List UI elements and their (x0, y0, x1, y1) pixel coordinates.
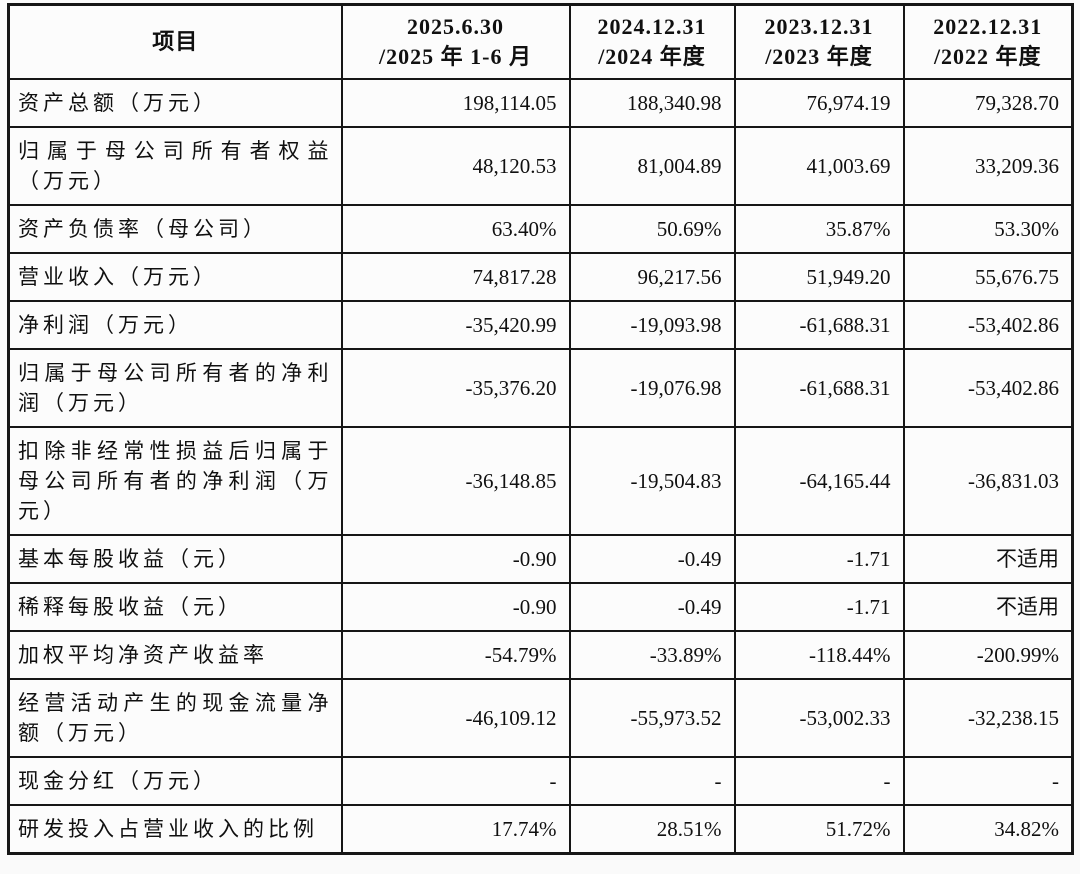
header-item-label: 项目 (152, 29, 199, 54)
cell-value: 33,209.36 (902, 126, 1074, 206)
row-label: 资产负债率（母公司） (7, 204, 343, 254)
table-row-debt-ratio: 资产负债率（母公司） 63.40% 50.69% 35.87% 53.30% (7, 204, 1074, 254)
cell-value: -19,093.98 (568, 300, 736, 350)
cell-value: -118.44% (733, 630, 905, 680)
table-row-parent-equity: 归属于母公司所有者权益（万元） 48,120.53 81,004.89 41,0… (7, 126, 1074, 206)
row-label: 净利润（万元） (7, 300, 343, 350)
cell-value: 不适用 (902, 534, 1074, 584)
cell-value: 79,328.70 (902, 78, 1074, 128)
period-span: /2022 年度 (933, 44, 1042, 69)
table-row-operating-cash-flow: 经营活动产生的现金流量净额（万元） -46,109.12 -55,973.52 … (7, 678, 1074, 758)
cell-value: 不适用 (902, 582, 1074, 632)
period-span: /2023 年度 (765, 44, 873, 69)
table-row-rd-ratio: 研发投入占营业收入的比例 17.74% 28.51% 51.72% 34.82% (7, 804, 1074, 855)
row-label: 扣除非经常性损益后归属于母公司所有者的净利润（万元） (7, 426, 343, 536)
cell-value: 55,676.75 (902, 252, 1074, 302)
table-row-basic-eps: 基本每股收益（元） -0.90 -0.49 -1.71 不适用 (7, 534, 1074, 584)
cell-value: -19,076.98 (568, 348, 736, 428)
cell-value: 50.69% (568, 204, 736, 254)
cell-value: -33.89% (568, 630, 736, 680)
cell-value: 34.82% (902, 804, 1074, 855)
cell-value: -19,504.83 (568, 426, 736, 536)
cell-value: -53,002.33 (733, 678, 905, 758)
cell-value: -0.90 (340, 582, 571, 632)
cell-value: - (340, 756, 571, 806)
cell-value: -64,165.44 (733, 426, 905, 536)
cell-value: -61,688.31 (733, 300, 905, 350)
row-label: 归属于母公司所有者权益（万元） (7, 126, 343, 206)
cell-value: -36,148.85 (340, 426, 571, 536)
cell-value: -55,973.52 (568, 678, 736, 758)
cell-value: -1.71 (733, 582, 905, 632)
header-row: 项目 2025.6.30 /2025 年 1-6 月 2024.12.31 /2… (7, 3, 1074, 80)
cell-value: 63.40% (340, 204, 571, 254)
cell-value: -35,376.20 (340, 348, 571, 428)
row-label: 归属于母公司所有者的净利润（万元） (7, 348, 343, 428)
cell-value: -54.79% (340, 630, 571, 680)
row-label: 稀释每股收益（元） (7, 582, 343, 632)
row-label: 加权平均净资产收益率 (7, 630, 343, 680)
header-period-2023: 2023.12.31 /2023 年度 (733, 3, 905, 80)
cell-value: 76,974.19 (733, 78, 905, 128)
cell-value: -0.90 (340, 534, 571, 584)
financial-summary-table: 项目 2025.6.30 /2025 年 1-6 月 2024.12.31 /2… (7, 3, 1074, 855)
cell-value: -36,831.03 (902, 426, 1074, 536)
cell-value: 28.51% (568, 804, 736, 855)
cell-value: -0.49 (568, 582, 736, 632)
period-date: 2024.12.31 (597, 14, 707, 39)
cell-value: 188,340.98 (568, 78, 736, 128)
cell-value: 17.74% (340, 804, 571, 855)
table-row-net-profit: 净利润（万元） -35,420.99 -19,093.98 -61,688.31… (7, 300, 1074, 350)
cell-value: -53,402.86 (902, 348, 1074, 428)
period-date: 2025.6.30 (407, 14, 504, 39)
table-row-cash-dividend: 现金分红（万元） - - - - (7, 756, 1074, 806)
cell-value: -32,238.15 (902, 678, 1074, 758)
table-row-weighted-roe: 加权平均净资产收益率 -54.79% -33.89% -118.44% -200… (7, 630, 1074, 680)
cell-value: - (733, 756, 905, 806)
cell-value: 41,003.69 (733, 126, 905, 206)
cell-value: 35.87% (733, 204, 905, 254)
header-item-column: 项目 (7, 3, 343, 80)
period-span: /2024 年度 (598, 44, 706, 69)
header-period-2024: 2024.12.31 /2024 年度 (568, 3, 736, 80)
row-label: 现金分红（万元） (7, 756, 343, 806)
table-row-diluted-eps: 稀释每股收益（元） -0.90 -0.49 -1.71 不适用 (7, 582, 1074, 632)
cell-value: 51.72% (733, 804, 905, 855)
cell-value: -0.49 (568, 534, 736, 584)
cell-value: -46,109.12 (340, 678, 571, 758)
table-row-total-assets: 资产总额（万元） 198,114.05 188,340.98 76,974.19… (7, 78, 1074, 128)
cell-value: -53,402.86 (902, 300, 1074, 350)
cell-value: -61,688.31 (733, 348, 905, 428)
period-date: 2022.12.31 (933, 14, 1043, 39)
row-label: 研发投入占营业收入的比例 (7, 804, 343, 855)
row-label: 基本每股收益（元） (7, 534, 343, 584)
cell-value: - (568, 756, 736, 806)
row-label: 营业收入（万元） (7, 252, 343, 302)
cell-value: 74,817.28 (340, 252, 571, 302)
cell-value: -35,420.99 (340, 300, 571, 350)
cell-value: -200.99% (902, 630, 1074, 680)
table-row-deducted-net-profit: 扣除非经常性损益后归属于母公司所有者的净利润（万元） -36,148.85 -1… (7, 426, 1074, 536)
cell-value: - (902, 756, 1074, 806)
table-row-revenue: 营业收入（万元） 74,817.28 96,217.56 51,949.20 5… (7, 252, 1074, 302)
cell-value: 198,114.05 (340, 78, 571, 128)
cell-value: 51,949.20 (733, 252, 905, 302)
cell-value: 81,004.89 (568, 126, 736, 206)
cell-value: 96,217.56 (568, 252, 736, 302)
period-date: 2023.12.31 (764, 14, 874, 39)
row-label: 经营活动产生的现金流量净额（万元） (7, 678, 343, 758)
cell-value: -1.71 (733, 534, 905, 584)
header-period-2022: 2022.12.31 /2022 年度 (902, 3, 1074, 80)
cell-value: 53.30% (902, 204, 1074, 254)
table-row-parent-net-profit: 归属于母公司所有者的净利润（万元） -35,376.20 -19,076.98 … (7, 348, 1074, 428)
row-label: 资产总额（万元） (7, 78, 343, 128)
period-span: /2025 年 1-6 月 (379, 44, 532, 69)
cell-value: 48,120.53 (340, 126, 571, 206)
header-period-2025: 2025.6.30 /2025 年 1-6 月 (340, 3, 571, 80)
